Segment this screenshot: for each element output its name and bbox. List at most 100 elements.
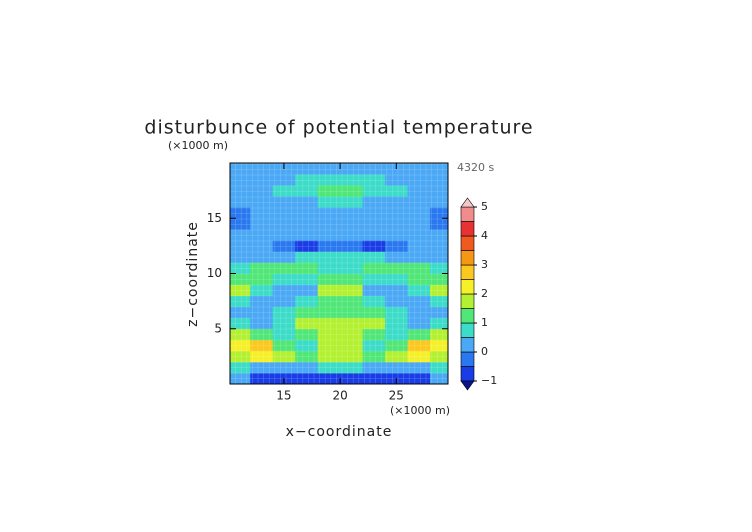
cell [250, 284, 274, 296]
cell [295, 317, 319, 330]
cell [230, 240, 251, 252]
cell [407, 163, 431, 175]
cell [385, 317, 408, 330]
cell [295, 328, 319, 341]
cell [407, 284, 431, 296]
cell [250, 262, 274, 274]
cell [407, 240, 431, 252]
cell [407, 196, 431, 208]
colorbar-box [460, 221, 475, 237]
cell [317, 372, 341, 384]
cell [407, 251, 431, 263]
cell [430, 229, 448, 241]
cell [230, 174, 251, 186]
cell [385, 229, 408, 241]
cell [362, 196, 386, 208]
cell [340, 273, 363, 285]
cell [407, 328, 431, 341]
cell [295, 185, 319, 197]
cell [250, 207, 274, 219]
cell [230, 350, 251, 363]
x-tick-label: 20 [332, 389, 347, 403]
cell [340, 207, 363, 219]
cell [272, 185, 296, 197]
cell [295, 306, 319, 319]
cell [272, 328, 296, 341]
cell [340, 328, 363, 341]
cell [385, 240, 408, 252]
cell [430, 317, 448, 330]
cell [385, 273, 408, 285]
cell [430, 174, 448, 186]
cell [317, 284, 341, 296]
colorbar-label: 5 [481, 200, 488, 213]
cell [317, 361, 341, 374]
y-unit: (×1000 m) [168, 139, 228, 152]
cell [340, 185, 363, 197]
cell [272, 306, 296, 319]
field [230, 163, 448, 384]
cell [362, 185, 386, 197]
cell [407, 273, 431, 285]
colorbar-box [460, 337, 475, 353]
cell [295, 273, 319, 285]
cell [250, 251, 274, 263]
cell [295, 350, 319, 363]
cell [317, 218, 341, 230]
cell [250, 240, 274, 252]
cell [230, 251, 251, 263]
cell [430, 251, 448, 263]
cell [430, 240, 448, 252]
cell [430, 196, 448, 208]
cell [362, 218, 386, 230]
cell [272, 174, 296, 186]
cell [230, 295, 251, 308]
cell [430, 273, 448, 285]
cell [407, 339, 431, 352]
cell [250, 306, 274, 319]
colorbar-label: −1 [481, 374, 497, 387]
cell [317, 163, 341, 175]
cell [230, 361, 251, 374]
colorbar-label: 1 [481, 316, 488, 329]
cell [362, 273, 386, 285]
cell [272, 218, 296, 230]
cell [385, 218, 408, 230]
cell [362, 251, 386, 263]
cell [430, 350, 448, 363]
cell [340, 361, 363, 374]
cell [272, 251, 296, 263]
cell [385, 306, 408, 319]
cell [317, 207, 341, 219]
cell [317, 350, 341, 363]
cell [250, 339, 274, 352]
colorbar-label: 3 [481, 258, 488, 271]
cell [340, 229, 363, 241]
colorbar-box [460, 366, 475, 382]
y-tick-label: 5 [214, 321, 222, 335]
cell [230, 196, 251, 208]
cell [230, 372, 251, 384]
cell [430, 372, 448, 384]
cell [230, 207, 251, 219]
cell [430, 361, 448, 374]
cell [362, 317, 386, 330]
time-label: 4320 s [457, 161, 494, 174]
cell [272, 361, 296, 374]
cell [430, 328, 448, 341]
cell [317, 306, 341, 319]
cell [340, 339, 363, 352]
cell [317, 273, 341, 285]
cell [362, 229, 386, 241]
cell [340, 174, 363, 186]
x-unit: (×1000 m) [390, 404, 450, 417]
colorbar-box [460, 235, 475, 251]
cell [272, 262, 296, 274]
cell [340, 251, 363, 263]
cell [407, 372, 431, 384]
cell [407, 262, 431, 274]
cell [250, 185, 274, 197]
cell [430, 295, 448, 308]
colorbar-box [460, 351, 475, 367]
colorbar-box [460, 250, 475, 266]
